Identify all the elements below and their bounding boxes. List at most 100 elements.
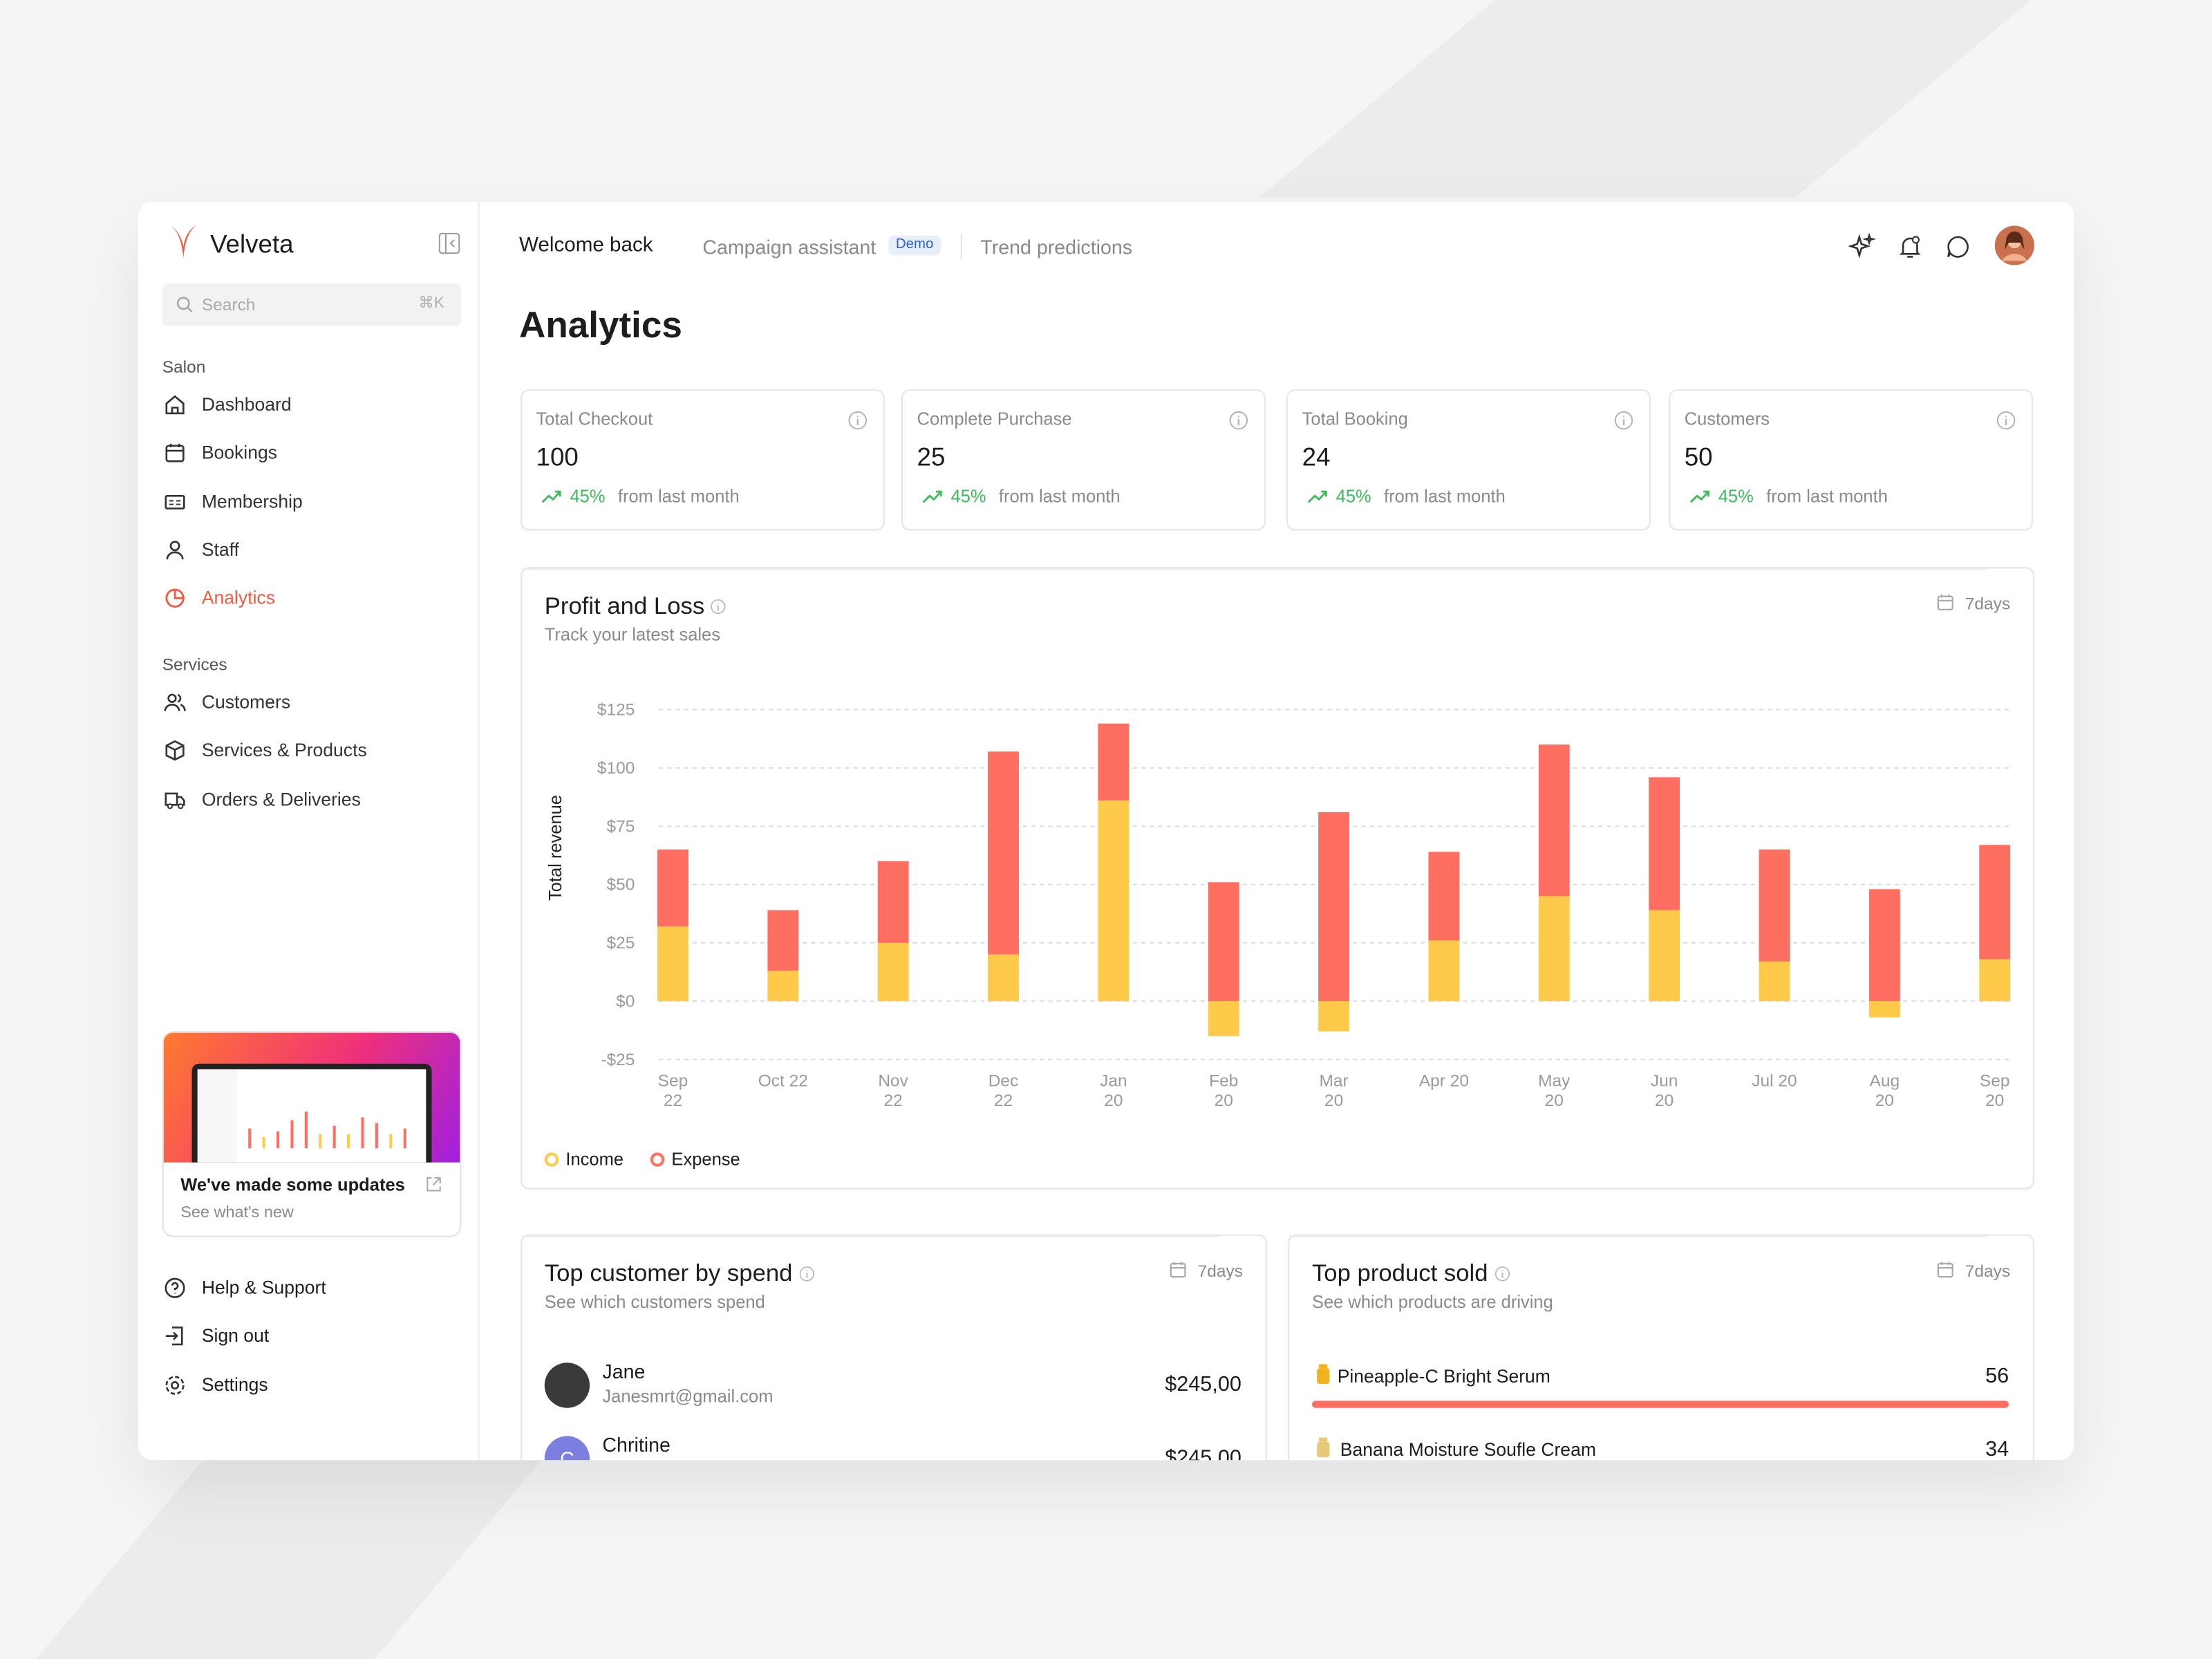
legend-label: Income xyxy=(565,1150,624,1170)
ai-button[interactable] xyxy=(1848,232,1877,261)
icon xyxy=(848,411,868,430)
stat-note: from last month xyxy=(1384,487,1506,507)
icon xyxy=(165,740,185,762)
nav-section-title: Salon xyxy=(162,357,206,377)
icon xyxy=(1307,490,1327,503)
chat-button[interactable] xyxy=(1944,233,1972,261)
footer-link[interactable]: Sign out xyxy=(201,1324,270,1347)
tab[interactable]: Welcome back xyxy=(519,234,653,257)
footer-link[interactable]: Help & Support xyxy=(201,1276,326,1298)
card-subtitle: See which products are driving xyxy=(1311,1292,1553,1312)
icon xyxy=(165,791,185,809)
bar-segment xyxy=(1979,959,2011,1002)
stat-card: Total Booking 24 45% from last month xyxy=(1286,389,1651,531)
bar-segment xyxy=(1098,723,1130,801)
y-tick-label: $100 xyxy=(597,759,635,778)
tab[interactable]: Trend predictions xyxy=(980,235,1133,259)
period: 7days xyxy=(1965,594,2011,614)
nav-item[interactable]: Services & Products xyxy=(201,739,367,761)
stat-title: Complete Purchase xyxy=(917,409,1072,429)
stat-change: 45% xyxy=(1335,487,1371,507)
icon xyxy=(165,1327,183,1346)
x-tick-label: Nov 22 xyxy=(878,1070,908,1111)
update-subtitle: See what's new xyxy=(180,1204,294,1222)
product-sold: 56 xyxy=(1985,1364,2009,1389)
x-tick-label: Aug 20 xyxy=(1869,1070,1900,1111)
nav-item[interactable]: Bookings xyxy=(201,442,277,463)
stat-value: 100 xyxy=(536,442,579,471)
bar-segment xyxy=(877,942,909,1002)
x-tick-label: Feb 20 xyxy=(1209,1070,1239,1111)
brand-name: Velveta xyxy=(210,229,294,259)
stat-card: Total Checkout 100 45% from last month xyxy=(521,389,885,531)
icon xyxy=(541,490,561,503)
bar-segment xyxy=(657,926,688,1002)
y-tick-label: $25 xyxy=(607,934,635,953)
divider xyxy=(960,234,962,260)
stat-title: Total Booking xyxy=(1302,409,1408,429)
y-tick-label: -$25 xyxy=(601,1051,635,1069)
user-avatar[interactable] xyxy=(1994,225,2034,265)
nav-item[interactable]: Membership xyxy=(201,490,303,512)
update-card[interactable]: We've made some updates See what's new xyxy=(162,1031,462,1237)
legend-swatch xyxy=(544,1152,559,1167)
page-title: Analytics xyxy=(519,303,682,346)
icon xyxy=(164,693,186,711)
bar-segment xyxy=(1759,849,1790,962)
customers-card: Top customer by spend See which customers… xyxy=(521,1234,1267,1461)
icon xyxy=(1317,1437,1330,1458)
nav-item[interactable]: Customers xyxy=(201,691,291,713)
nav-item[interactable]: Staff xyxy=(201,538,239,560)
stat-note: from last month xyxy=(1766,487,1888,507)
x-tick-label: Jul 20 xyxy=(1752,1070,1797,1091)
stat-card: Complete Purchase 25 45% from last month xyxy=(901,389,1266,531)
icon xyxy=(165,444,185,463)
nav-item[interactable]: Orders & Deliveries xyxy=(201,787,361,809)
collapse-button[interactable] xyxy=(438,232,460,254)
bar-segment xyxy=(1428,852,1460,941)
app-window: Velveta Search ⌘K Salon Dashboard Bookings… xyxy=(138,201,2074,1461)
period: 7days xyxy=(1965,1261,2011,1282)
bar-segment xyxy=(1649,777,1680,910)
tab[interactable]: Campaign assistant xyxy=(702,235,877,259)
icon xyxy=(1170,1262,1186,1278)
update-title: We've made some updates xyxy=(180,1175,405,1195)
legend-label: Expense xyxy=(671,1150,740,1170)
bar-segment xyxy=(657,849,688,927)
search-shortcut: ⌘K xyxy=(418,294,444,312)
icon xyxy=(1494,1266,1510,1282)
icon xyxy=(1689,490,1709,503)
customer-email: Janesmrt@gmail.com xyxy=(602,1387,774,1407)
footer-link[interactable]: Settings xyxy=(201,1373,268,1395)
progress-track xyxy=(1311,1400,2009,1408)
laptop-screen xyxy=(197,1069,427,1163)
sidebar: Velveta Search ⌘K Salon Dashboard Bookings… xyxy=(138,201,480,1461)
bar-segment xyxy=(877,861,909,943)
bar-segment xyxy=(1208,882,1239,1002)
icon xyxy=(1937,594,1953,610)
search-placeholder: Search xyxy=(201,294,256,315)
product-name: Pineapple-C Bright Serum xyxy=(1337,1365,1550,1387)
stat-note: from last month xyxy=(617,487,740,507)
icon xyxy=(165,494,185,509)
bg-shape xyxy=(0,1460,542,1659)
x-tick-label: Dec 22 xyxy=(988,1070,1019,1111)
bar-segment xyxy=(1098,800,1130,1002)
icon xyxy=(165,589,185,608)
icon xyxy=(799,1266,814,1282)
card-title: Top product sold xyxy=(1311,1259,1488,1287)
nav-item[interactable]: Analytics xyxy=(201,587,276,608)
y-tick-label: $125 xyxy=(597,701,635,720)
nav-item[interactable]: Dashboard xyxy=(201,393,292,415)
customer-name: Jane xyxy=(602,1360,646,1382)
search-box[interactable]: Search ⌘K xyxy=(162,283,462,326)
search-icon xyxy=(176,297,193,312)
avatar-initial: C xyxy=(560,1447,574,1461)
nav-section-title: Services xyxy=(162,654,227,675)
bar-segment xyxy=(1538,896,1570,1002)
bar-segment xyxy=(1759,961,1790,1002)
chart: -$25 $0 $25 $50 $75 $100 $125 Total revenue xyxy=(546,701,2012,1069)
bar-segment xyxy=(1649,910,1680,1002)
notification-button[interactable] xyxy=(1896,233,1924,261)
